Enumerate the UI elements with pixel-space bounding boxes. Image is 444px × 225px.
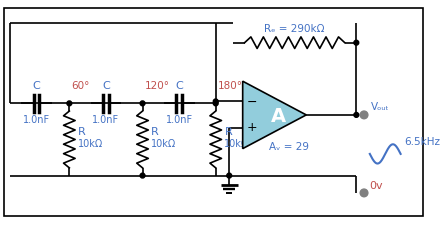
Text: C: C xyxy=(102,81,110,91)
Circle shape xyxy=(213,99,218,104)
Text: R: R xyxy=(151,127,159,137)
Text: A: A xyxy=(271,107,286,126)
Text: Vₒᵤₜ: Vₒᵤₜ xyxy=(371,102,389,112)
Circle shape xyxy=(67,101,72,106)
Text: C: C xyxy=(175,81,183,91)
Text: 1.0nF: 1.0nF xyxy=(92,115,119,125)
Text: R: R xyxy=(224,127,232,137)
Circle shape xyxy=(140,101,145,106)
Polygon shape xyxy=(243,81,306,149)
Text: 0v: 0v xyxy=(369,181,382,191)
Circle shape xyxy=(354,112,359,117)
Text: 10kΩ: 10kΩ xyxy=(224,139,250,149)
Circle shape xyxy=(213,101,218,106)
Circle shape xyxy=(227,173,232,178)
Text: Rₑ = 290kΩ: Rₑ = 290kΩ xyxy=(265,24,325,34)
Text: −: − xyxy=(247,96,258,109)
Text: 120°: 120° xyxy=(144,81,170,91)
Text: +: + xyxy=(247,121,258,134)
Text: 60°: 60° xyxy=(71,81,90,91)
Circle shape xyxy=(360,189,368,197)
Circle shape xyxy=(354,40,359,45)
Text: 180°: 180° xyxy=(218,81,243,91)
Text: 10kΩ: 10kΩ xyxy=(78,139,103,149)
Text: C: C xyxy=(33,81,40,91)
Circle shape xyxy=(140,173,145,178)
Text: 1.0nF: 1.0nF xyxy=(23,115,50,125)
Circle shape xyxy=(360,111,368,119)
Text: 1.0nF: 1.0nF xyxy=(166,115,193,125)
Text: R: R xyxy=(78,127,86,137)
Text: 10kΩ: 10kΩ xyxy=(151,139,176,149)
Text: 6.5kHz: 6.5kHz xyxy=(404,137,440,147)
Text: Aᵥ = 29: Aᵥ = 29 xyxy=(269,142,309,152)
